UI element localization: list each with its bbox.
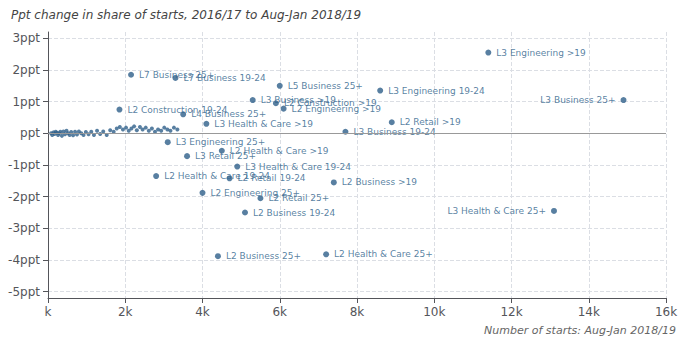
svg-text:L2 Retail 25+: L2 Retail 25+ — [268, 193, 329, 203]
svg-text:L2 Engineering >19: L2 Engineering >19 — [292, 104, 382, 114]
svg-text:2ppt: 2ppt — [12, 63, 40, 77]
svg-text:14k: 14k — [578, 305, 600, 319]
svg-text:Number of starts: Aug-Jan 2018: Number of starts: Aug-Jan 2018/19 — [484, 324, 676, 337]
svg-text:L7 Business 19-24: L7 Business 19-24 — [183, 73, 266, 83]
svg-text:L2 Health & Care 19-24: L2 Health & Care 19-24 — [164, 171, 270, 182]
svg-text:-3ppt: -3ppt — [8, 221, 40, 235]
svg-text:L4 Business 25+: L4 Business 25+ — [191, 109, 266, 119]
svg-text:L2 Business 19-24: L2 Business 19-24 — [253, 208, 336, 218]
svg-text:L2 Business >19: L2 Business >19 — [342, 177, 417, 187]
svg-text:k: k — [45, 305, 52, 319]
svg-text:L5 Business 25+: L5 Business 25+ — [288, 81, 363, 91]
svg-text:16k: 16k — [655, 305, 677, 319]
svg-text:L2 Construction 19-24: L2 Construction 19-24 — [127, 104, 228, 115]
svg-text:L3 Engineering 19-24: L3 Engineering 19-24 — [388, 86, 485, 96]
svg-text:-1ppt: -1ppt — [8, 158, 40, 172]
svg-text:4k: 4k — [195, 305, 210, 319]
svg-text:L2 Health & Care 25+: L2 Health & Care 25+ — [334, 249, 433, 259]
svg-text:ppt: ppt — [20, 126, 40, 140]
svg-text:2k: 2k — [118, 305, 133, 319]
svg-text:12k: 12k — [500, 305, 522, 319]
svg-text:6k: 6k — [272, 305, 287, 319]
svg-text:L3 Business 25+: L3 Business 25+ — [540, 95, 615, 105]
svg-text:-4ppt: -4ppt — [8, 253, 40, 267]
svg-text:L7 Business 25+: L7 Business 25+ — [139, 69, 215, 80]
svg-text:L2 Health & Care >19: L2 Health & Care >19 — [229, 145, 329, 156]
svg-text:L3 Business 19-24: L3 Business 19-24 — [353, 127, 436, 137]
svg-text:3ppt: 3ppt — [12, 31, 40, 45]
svg-text:L3 Engineering >19: L3 Engineering >19 — [496, 48, 586, 58]
svg-text:10k: 10k — [423, 305, 445, 319]
svg-text:-2ppt: -2ppt — [8, 190, 40, 204]
svg-text:L3 Health & Care 19-24: L3 Health & Care 19-24 — [245, 162, 351, 172]
svg-text:Ppt change in share of starts,: Ppt change in share of starts, 2016/17 t… — [11, 8, 361, 22]
svg-text:L3 Health & Care >19: L3 Health & Care >19 — [214, 119, 313, 129]
svg-text:L3 Retail 25+: L3 Retail 25+ — [195, 151, 256, 161]
svg-text:L3 Health & Care 25+: L3 Health & Care 25+ — [447, 206, 546, 216]
svg-text:1ppt: 1ppt — [12, 95, 40, 109]
svg-text:L3 Engineering 25+: L3 Engineering 25+ — [175, 137, 266, 148]
svg-text:8k: 8k — [350, 305, 365, 319]
svg-text:L2 Business 25+: L2 Business 25+ — [226, 251, 301, 261]
svg-text:L2 Engineering 25+: L2 Engineering 25+ — [210, 187, 300, 198]
svg-text:L2 Retail >19: L2 Retail >19 — [400, 117, 461, 127]
svg-text:-5ppt: -5ppt — [8, 285, 40, 299]
svg-text:L2 Retail 19-24: L2 Retail 19-24 — [238, 173, 306, 183]
